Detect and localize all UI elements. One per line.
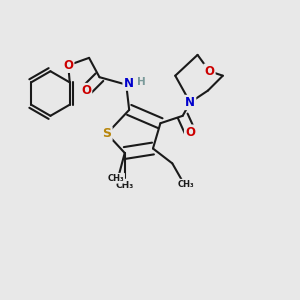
Text: O: O: [63, 59, 73, 72]
Text: O: O: [81, 84, 91, 97]
Text: O: O: [204, 65, 214, 78]
Text: O: O: [185, 126, 195, 139]
Text: CH₃: CH₃: [107, 174, 124, 183]
Text: CH₃: CH₃: [177, 180, 194, 189]
Text: N: N: [185, 96, 195, 109]
Text: N: N: [124, 76, 134, 90]
Text: CH₃: CH₃: [116, 181, 134, 190]
Text: S: S: [102, 127, 111, 140]
Text: H: H: [137, 76, 146, 87]
